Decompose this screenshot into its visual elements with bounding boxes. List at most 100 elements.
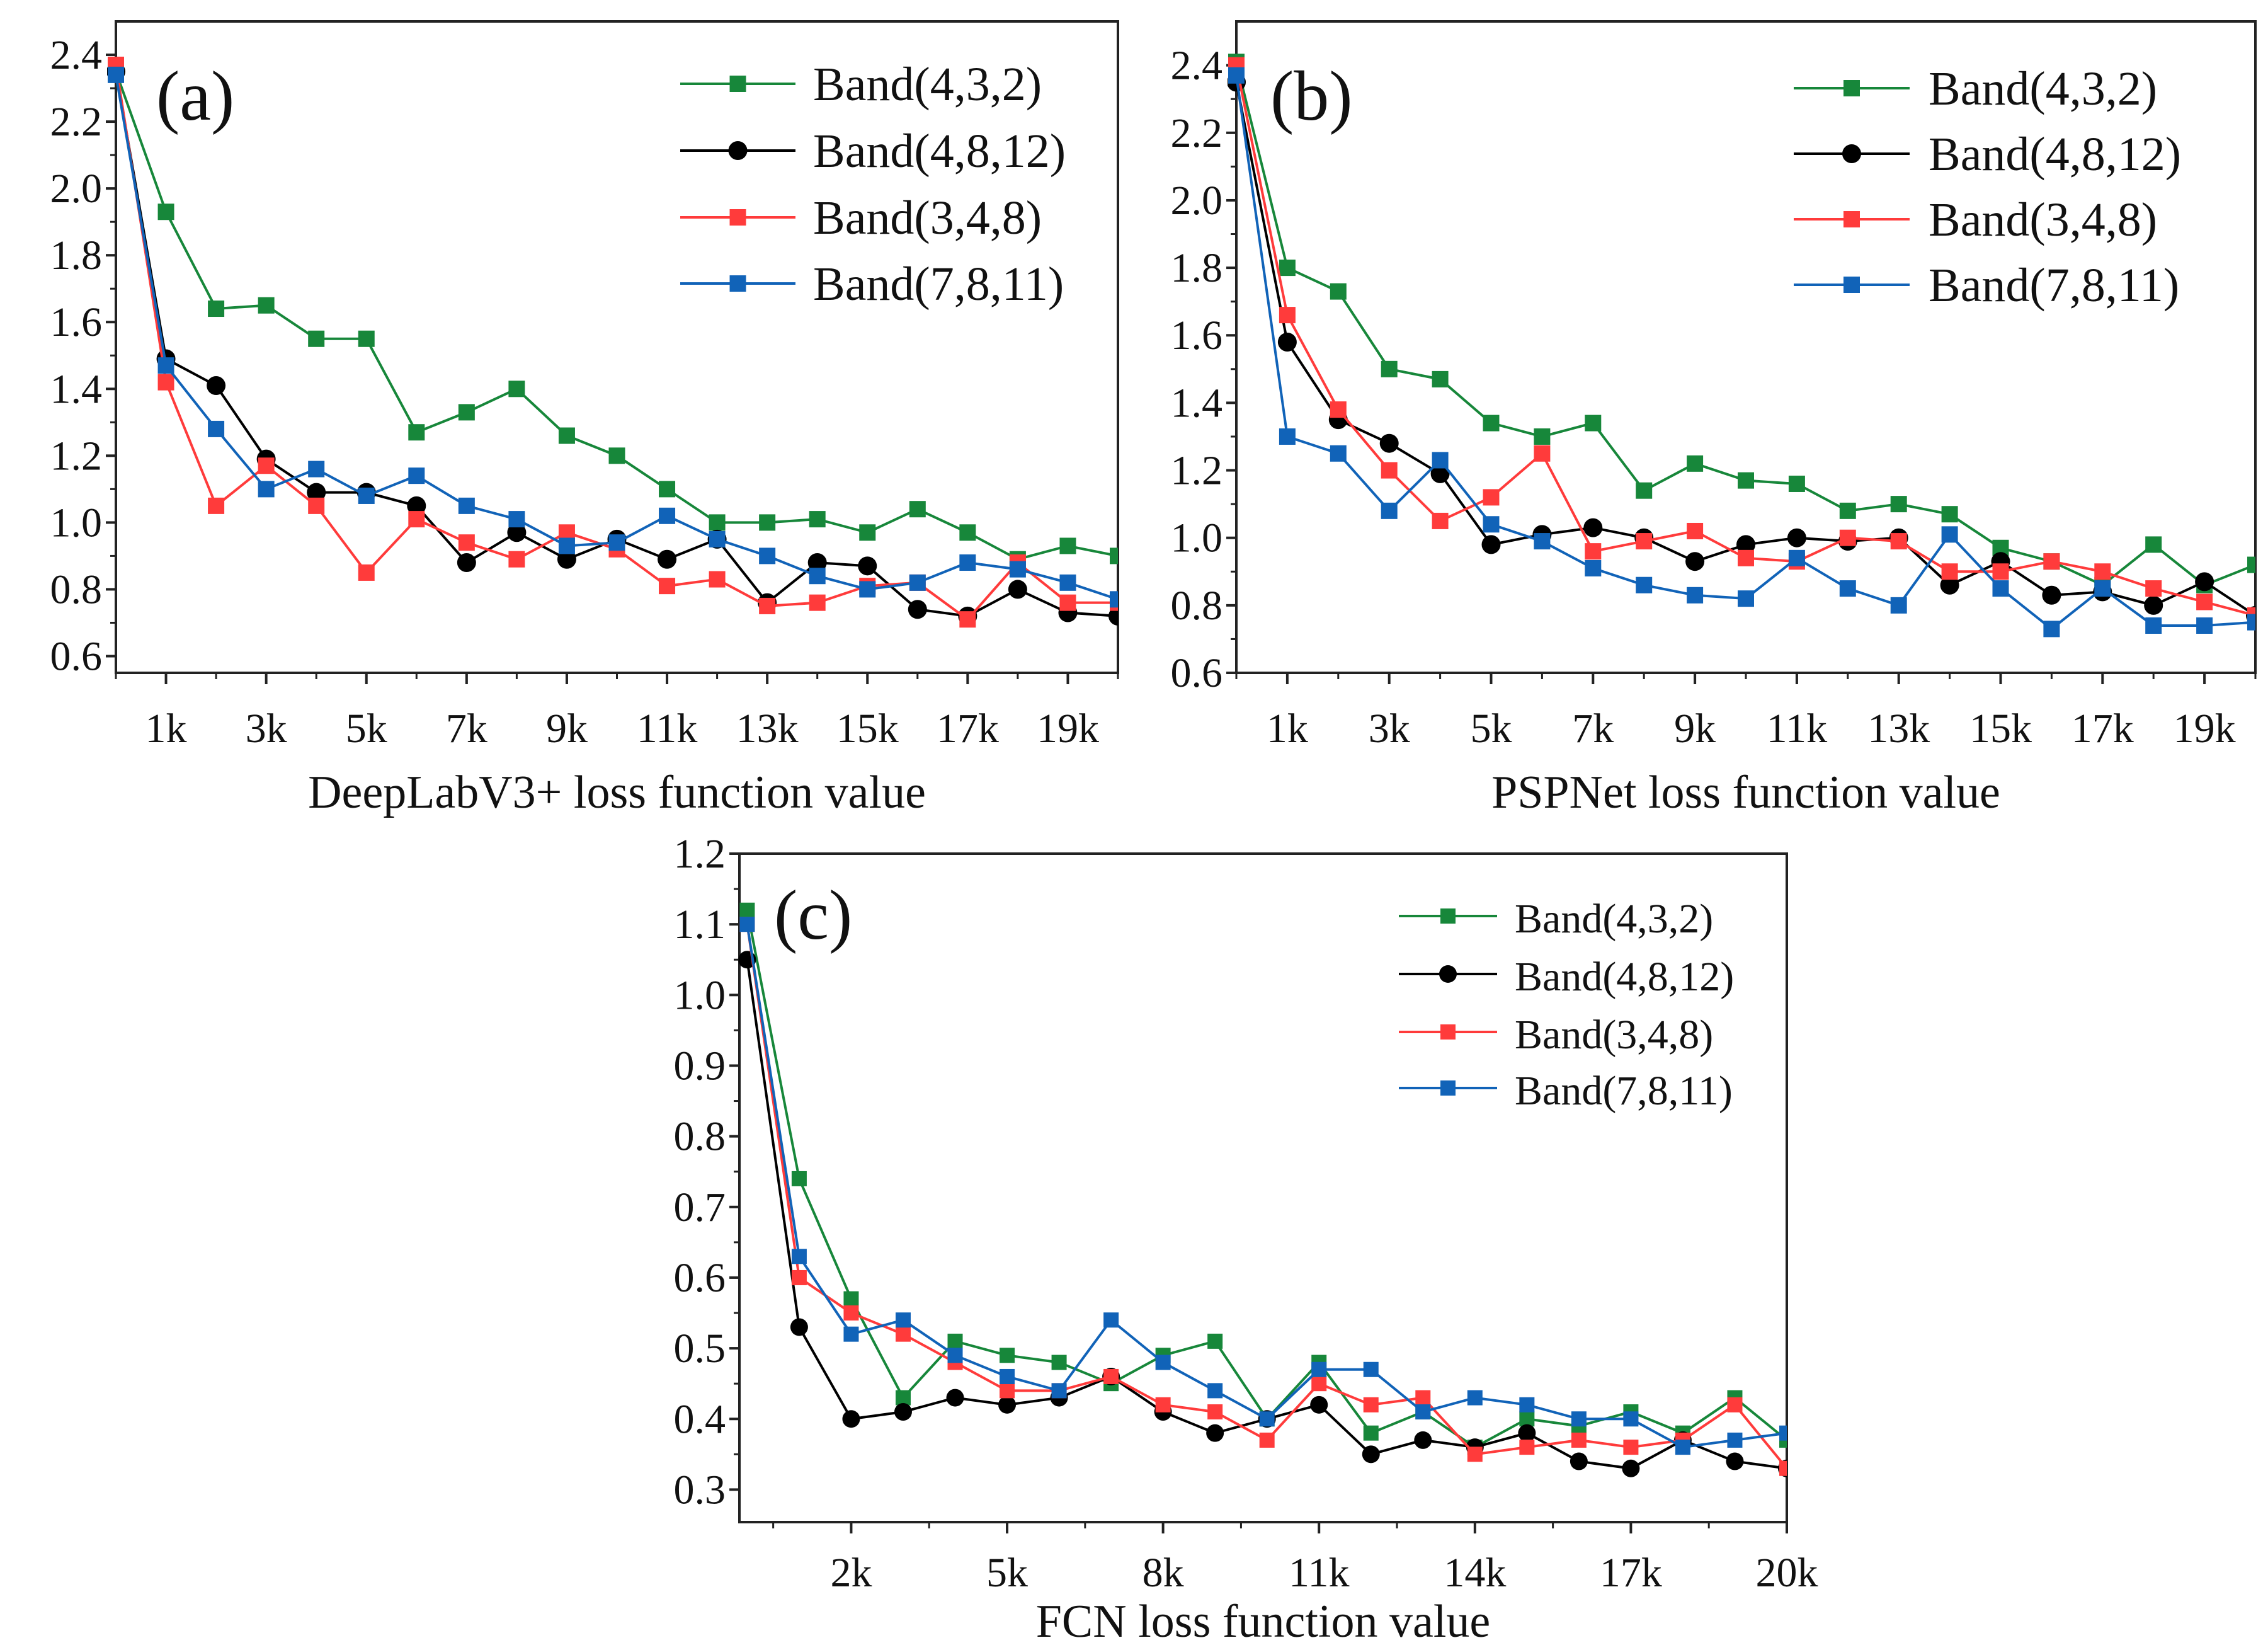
data-point	[1636, 533, 1653, 550]
data-point	[1839, 502, 1856, 519]
legend-entry: Band(4,3,2)	[1399, 896, 1713, 942]
data-point	[307, 483, 326, 502]
chart-panel-c: 0.3 0.4 0.5 0.6 0.7 0.8 0.9 1.0 1.1 1.2 2k 5k 8k 11k 1…	[674, 831, 1818, 1647]
data-point	[659, 481, 676, 498]
legend-label: Band(3,4,8)	[1929, 193, 2157, 246]
legend-entry: Band(3,4,8)	[1794, 193, 2157, 246]
data-point	[1000, 1368, 1015, 1384]
data-point	[1330, 445, 1347, 462]
data-point	[1330, 283, 1347, 300]
data-point	[1839, 580, 1856, 597]
data-point	[2247, 556, 2255, 573]
data-point	[157, 203, 174, 221]
data-point	[1779, 1460, 1787, 1476]
data-point	[1381, 462, 1398, 479]
data-point	[959, 524, 976, 541]
y-tick-label: 0.6	[1171, 650, 1223, 696]
data-point	[842, 1410, 860, 1428]
data-point	[458, 404, 475, 421]
panel-label: (a)	[156, 57, 234, 135]
data-point	[1675, 1440, 1690, 1455]
data-point	[1155, 1397, 1171, 1412]
data-point	[1207, 1333, 1223, 1349]
data-point	[843, 1291, 859, 1307]
data-point	[1207, 1383, 1223, 1399]
series-7-8-11	[108, 66, 1118, 608]
legend-entry: Band(4,8,12)	[680, 125, 1066, 178]
data-point	[1381, 502, 1398, 519]
data-point	[2145, 617, 2162, 634]
legend-entry: Band(4,3,2)	[680, 58, 1042, 111]
y-tick-label: 2.0	[1171, 178, 1223, 224]
data-point	[1687, 455, 1704, 472]
x-tick-label: 15k	[1969, 706, 2032, 752]
data-point	[457, 553, 476, 573]
data-point	[1727, 1397, 1743, 1412]
x-axis-title: FCN loss function value	[1036, 1596, 1490, 1647]
x-tick-label: 3k	[246, 706, 287, 752]
data-point	[1636, 576, 1653, 593]
y-tick-label: 2.4	[50, 32, 103, 78]
data-point	[739, 917, 755, 932]
legend-entry: Band(7,8,11)	[1399, 1068, 1733, 1114]
data-point	[1534, 445, 1551, 462]
data-point	[2195, 572, 2214, 592]
data-point	[1585, 543, 1602, 560]
data-point	[1103, 1312, 1119, 1328]
legend-marker	[1843, 277, 1860, 293]
data-point	[557, 549, 576, 569]
data-point	[959, 611, 976, 628]
series-3-4-8	[1228, 57, 2255, 624]
y-tick-label: 0.6	[50, 633, 103, 679]
data-point	[1467, 1390, 1483, 1406]
data-point	[1414, 1431, 1432, 1449]
data-point	[791, 1171, 807, 1186]
data-point	[1736, 535, 1755, 554]
x-tick-label: 20k	[1756, 1550, 1818, 1596]
data-point	[739, 902, 755, 918]
legend-label: Band(4,8,12)	[1929, 128, 2181, 181]
y-tick-label: 1.6	[50, 299, 103, 345]
x-axis-title: DeepLabV3+ loss function value	[308, 767, 926, 818]
data-point	[659, 507, 676, 524]
data-point	[859, 581, 876, 598]
data-point	[258, 297, 275, 314]
y-tick-label: 0.8	[1171, 583, 1223, 629]
data-point	[2094, 580, 2111, 597]
data-point	[1310, 1395, 1328, 1414]
data-point	[1839, 529, 1856, 546]
y-tick-label: 1.4	[1171, 380, 1223, 426]
data-point	[458, 497, 475, 514]
legend-marker	[729, 275, 746, 292]
data-point	[1483, 415, 1500, 432]
plot-frame	[115, 20, 1119, 674]
data-point	[1726, 1452, 1744, 1470]
data-point	[1992, 580, 2009, 597]
data-point	[1890, 533, 1907, 550]
data-point	[358, 487, 375, 504]
data-point	[1738, 590, 1754, 607]
legend-label: Band(7,8,11)	[813, 258, 1064, 311]
x-tick-label: 1k	[145, 706, 187, 752]
data-point	[1059, 537, 1076, 554]
data-point	[1788, 549, 1805, 566]
x-tick-label: 19k	[2174, 706, 2236, 752]
data-point	[809, 594, 826, 611]
legend-marker	[1440, 1024, 1456, 1040]
legend-entry: Band(4,8,12)	[1794, 128, 2181, 181]
data-point	[2094, 563, 2111, 580]
y-tick-label: 0.5	[674, 1326, 726, 1372]
legend-marker	[1842, 144, 1861, 163]
legend-label: Band(3,4,8)	[1515, 1012, 1713, 1058]
x-tick-label: 7k	[446, 706, 487, 752]
x-tick-label: 8k	[1143, 1550, 1184, 1596]
legend-marker	[729, 76, 746, 92]
legend-marker	[1440, 908, 1456, 924]
legend-entry: Band(4,3,2)	[1794, 62, 2157, 115]
legend-marker	[1843, 80, 1860, 96]
x-tick-label: 14k	[1444, 1550, 1506, 1596]
legend-entry: Band(3,4,8)	[680, 192, 1042, 244]
data-point	[1940, 575, 1959, 595]
x-tick-label: 11k	[1289, 1550, 1350, 1596]
data-point	[1992, 563, 2009, 580]
